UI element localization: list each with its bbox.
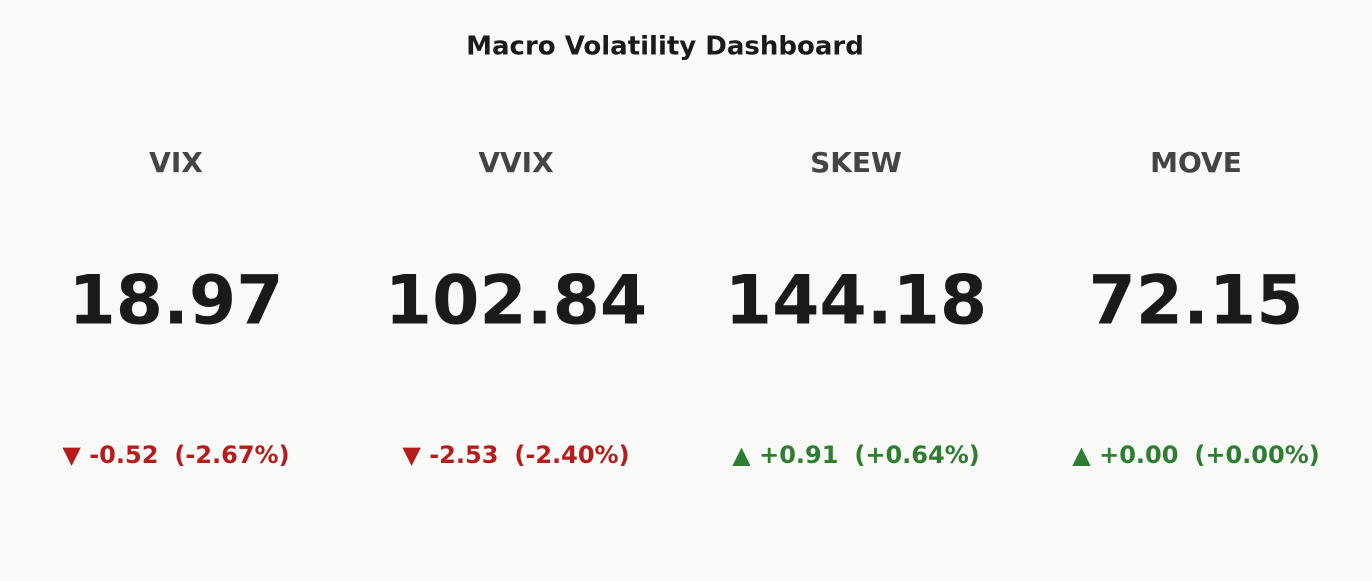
indicator-delta: ▲ +0.91 (+0.64%)	[732, 441, 979, 469]
indicator-name: VVIX	[478, 146, 554, 179]
indicator-value: 72.15	[1088, 262, 1303, 341]
delta-percent: (+0.00%)	[1194, 441, 1319, 469]
indicator-value: 144.18	[725, 262, 987, 341]
indicator-delta: ▼ -0.52 (-2.67%)	[62, 441, 289, 469]
indicator-name: MOVE	[1150, 146, 1242, 179]
delta-percent: (+0.64%)	[854, 441, 979, 469]
delta-value: +0.91	[759, 441, 838, 469]
dashboard-title: Macro Volatility Dashboard	[466, 32, 864, 62]
indicator-name: VIX	[149, 146, 203, 179]
delta-percent: (-2.67%)	[174, 441, 289, 469]
delta-arrow: ▲	[732, 441, 759, 469]
delta-arrow: ▲	[1072, 441, 1099, 469]
delta-percent: (-2.40%)	[514, 441, 629, 469]
indicator-value: 102.84	[385, 262, 647, 341]
indicator-value: 18.97	[68, 262, 283, 341]
indicator-name: SKEW	[810, 146, 902, 179]
delta-value: -0.52	[89, 441, 158, 469]
delta-value: +0.00	[1099, 441, 1178, 469]
indicator-delta: ▲ +0.00 (+0.00%)	[1072, 441, 1319, 469]
indicator-delta: ▼ -2.53 (-2.40%)	[402, 441, 629, 469]
delta-arrow: ▼	[402, 441, 429, 469]
delta-value: -2.53	[429, 441, 498, 469]
delta-arrow: ▼	[62, 441, 89, 469]
